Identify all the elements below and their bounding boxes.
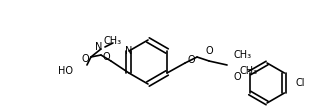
Text: N: N [95,42,103,52]
Text: HO: HO [58,66,73,76]
Text: O: O [233,72,241,82]
Text: CH₃: CH₃ [239,66,257,76]
Text: O: O [187,55,195,65]
Text: O: O [102,52,110,62]
Text: CH₃: CH₃ [233,50,251,60]
Text: CH₃: CH₃ [104,36,122,46]
Text: O: O [81,54,89,64]
Text: N: N [125,46,133,56]
Text: Cl: Cl [295,78,304,88]
Text: O: O [205,46,213,56]
